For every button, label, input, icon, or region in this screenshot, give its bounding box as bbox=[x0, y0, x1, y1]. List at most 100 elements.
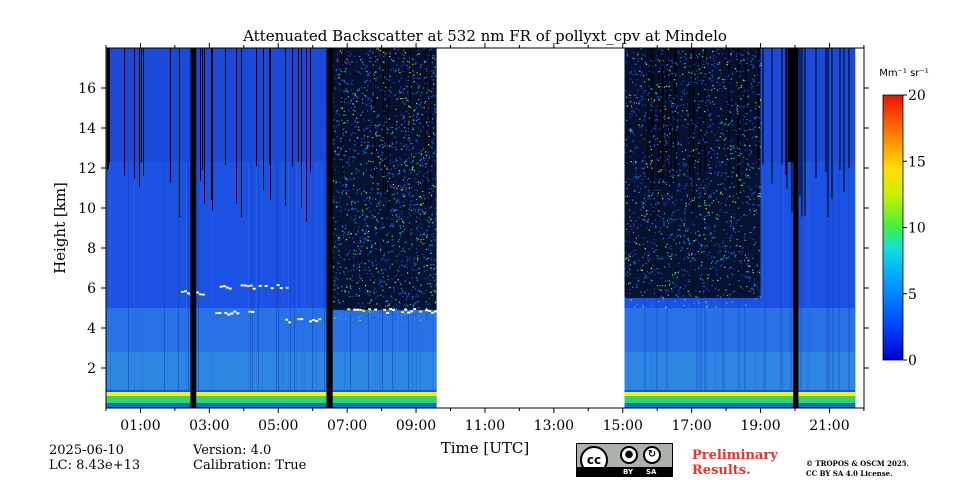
noise-pixel bbox=[399, 253, 401, 255]
noise-pixel bbox=[400, 114, 402, 116]
noise-pixel bbox=[677, 218, 679, 220]
noise-pixel bbox=[751, 136, 754, 139]
noise-pixel bbox=[731, 183, 733, 185]
noise-pixel bbox=[395, 115, 397, 117]
dropout-line bbox=[799, 48, 801, 196]
noise-pixel bbox=[425, 248, 427, 250]
noise-pixel bbox=[360, 262, 363, 264]
noise-pixel bbox=[750, 152, 752, 154]
noise-pixel bbox=[339, 150, 341, 152]
noise-pixel bbox=[716, 153, 719, 155]
noise-pixel bbox=[376, 183, 378, 185]
noise-pixel bbox=[675, 236, 677, 238]
noise-pixel bbox=[636, 94, 638, 96]
license-notice: © TROPOS & OSCM 2025. CC BY SA 4.0 Licen… bbox=[806, 459, 909, 479]
noise-pixel bbox=[636, 162, 638, 164]
noise-pixel bbox=[411, 169, 414, 171]
noise-pixel bbox=[665, 151, 667, 153]
noise-pixel bbox=[730, 216, 732, 218]
noise-pixel bbox=[361, 193, 363, 195]
noise-pixel bbox=[340, 137, 342, 139]
noise-pixel bbox=[687, 137, 689, 139]
noise-pixel bbox=[381, 280, 383, 282]
noise-pixel bbox=[337, 299, 339, 301]
noise-pixel bbox=[418, 307, 420, 309]
noise-pixel bbox=[416, 54, 419, 56]
noise-pixel bbox=[673, 181, 675, 183]
noise-pixel bbox=[708, 113, 711, 115]
noise-pixel bbox=[672, 169, 674, 171]
noise-pixel bbox=[684, 299, 686, 301]
noise-pixel bbox=[398, 306, 400, 308]
noise-pixel bbox=[649, 191, 651, 193]
noise-pixel bbox=[395, 209, 397, 211]
noise-pixel bbox=[684, 175, 686, 177]
cloud-layer-pixel bbox=[251, 310, 255, 313]
noise-pixel bbox=[657, 159, 659, 161]
noise-pixel bbox=[343, 81, 345, 83]
noise-pixel bbox=[746, 168, 748, 170]
noise-pixel bbox=[699, 158, 701, 160]
noise-pixel bbox=[644, 90, 647, 92]
noise-pixel bbox=[702, 218, 704, 220]
noise-pixel bbox=[409, 169, 411, 171]
noise-pixel bbox=[399, 303, 401, 305]
noise-pixel bbox=[368, 236, 370, 238]
footer-calibration: Calibration: True bbox=[193, 458, 307, 473]
noise-pixel bbox=[645, 210, 648, 212]
noise-pixel bbox=[692, 241, 694, 243]
noise-pixel bbox=[642, 98, 644, 100]
noise-pixel bbox=[670, 89, 672, 91]
noise-pixel bbox=[713, 200, 715, 202]
noise-pixel bbox=[720, 73, 722, 75]
noise-pixel bbox=[375, 198, 377, 200]
noise-pixel bbox=[738, 71, 740, 73]
noise-pixel bbox=[414, 288, 417, 290]
cloud-layer-pixel bbox=[374, 308, 378, 311]
noise-pixel bbox=[405, 100, 407, 102]
noise-pixel bbox=[681, 96, 683, 98]
noise-pixel bbox=[367, 100, 369, 102]
noise-pixel bbox=[636, 283, 638, 285]
noise-pixel bbox=[759, 127, 761, 130]
noise-pixel bbox=[671, 174, 674, 176]
noise-pixel bbox=[412, 81, 414, 83]
noise-pixel bbox=[351, 204, 353, 206]
noise-pixel bbox=[393, 82, 395, 84]
noise-pixel bbox=[685, 164, 687, 166]
cloud-layer-pixel bbox=[227, 313, 231, 316]
noise-pixel bbox=[730, 234, 732, 236]
noise-pixel bbox=[413, 119, 415, 121]
noise-pixel bbox=[385, 300, 388, 303]
noise-pixel bbox=[647, 78, 649, 80]
noise-pixel bbox=[626, 228, 628, 230]
noise-pixel bbox=[349, 73, 351, 75]
noise-pixel bbox=[682, 247, 684, 249]
noise-pixel bbox=[682, 158, 684, 160]
noise-pixel bbox=[343, 80, 345, 82]
noise-pixel bbox=[668, 74, 670, 76]
noise-pixel bbox=[642, 168, 644, 170]
noise-pixel bbox=[668, 199, 670, 201]
noise-pixel bbox=[431, 62, 433, 64]
noise-pixel bbox=[655, 64, 657, 66]
noise-pixel bbox=[696, 184, 698, 186]
dropout-line bbox=[141, 48, 142, 163]
noise-pixel bbox=[752, 67, 754, 69]
noise-pixel bbox=[643, 281, 645, 283]
noise-pixel bbox=[670, 218, 672, 220]
noise-pixel bbox=[384, 142, 386, 144]
noise-pixel bbox=[678, 262, 680, 264]
noise-pixel bbox=[372, 182, 374, 184]
noise-pixel bbox=[332, 251, 334, 253]
noise-pixel bbox=[631, 74, 633, 76]
noise-pixel bbox=[336, 120, 338, 122]
noise-pixel bbox=[697, 93, 700, 95]
noise-pixel bbox=[435, 174, 437, 176]
noise-pixel bbox=[647, 241, 649, 243]
noise-pixel bbox=[651, 154, 653, 156]
noise-pixel bbox=[370, 211, 372, 213]
noise-pixel bbox=[726, 245, 728, 247]
noise-pixel bbox=[644, 291, 646, 293]
